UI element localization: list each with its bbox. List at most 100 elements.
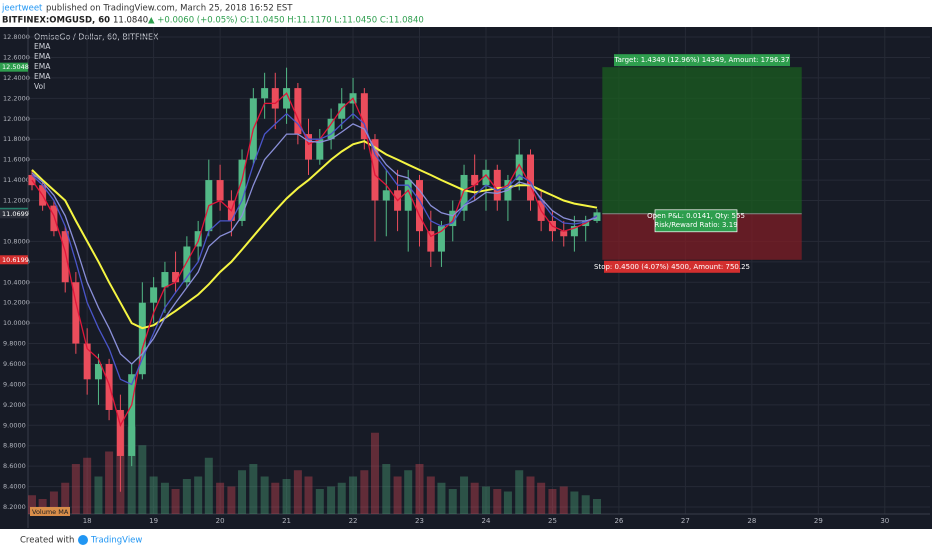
volume-bar — [216, 482, 225, 514]
volume-bar — [315, 489, 324, 514]
candle-body — [527, 154, 535, 201]
candle-body — [116, 409, 124, 456]
y-tick-label: 11.4000 — [3, 176, 30, 184]
stop-label: Stop: 0.4500 (4.07%) 4500, Amount: 750.2… — [594, 263, 750, 271]
volume-bar — [71, 464, 80, 514]
x-tick-label: 30 — [880, 517, 889, 525]
y-tick-label: 9.2000 — [3, 401, 26, 409]
volume-bar — [548, 489, 557, 514]
y-tick-label: 10.4000 — [3, 278, 30, 286]
y-tick-label: 12.8000 — [3, 33, 30, 41]
volume-bar — [260, 476, 269, 514]
volume-bar — [138, 445, 147, 514]
volume-bar — [337, 482, 346, 514]
candle-body — [460, 174, 468, 211]
volume-bar — [238, 470, 247, 514]
volume-bar — [271, 482, 280, 514]
brand-logo — [78, 535, 88, 545]
y-tick-label: 12.4000 — [3, 74, 30, 82]
volume-bar — [493, 489, 502, 514]
volume-bar — [160, 482, 169, 514]
candle-body — [305, 134, 313, 160]
candle-body — [50, 205, 58, 232]
ema-line — [31, 123, 598, 365]
legend-entry: EMA — [34, 42, 51, 51]
y-tick-label: 10.2000 — [3, 299, 30, 307]
volume-bar — [382, 464, 391, 514]
symbol: BITFINEX:OMGUSD, 60 — [2, 16, 110, 26]
x-tick-label: 21 — [282, 517, 291, 525]
y-tick-label: 9.6000 — [3, 360, 26, 368]
volume-bar — [437, 482, 446, 514]
candle-body — [283, 88, 291, 109]
x-tick-label: 27 — [681, 517, 690, 525]
candle-body — [94, 363, 102, 380]
volume-bar — [470, 482, 479, 514]
volume-bar — [83, 457, 92, 514]
y-tick-label: 11.6000 — [3, 156, 30, 164]
target-label: Target: 1.4349 (12.96%) 14349, Amount: 1… — [613, 56, 789, 64]
candle-body — [382, 190, 390, 201]
volume-bar — [27, 495, 36, 514]
volume-bar — [426, 476, 435, 514]
y-tick-label: 10.0000 — [3, 319, 30, 327]
legend-entry: Vol — [34, 82, 45, 91]
volume-bar — [415, 464, 424, 514]
candle-body — [238, 159, 246, 221]
candle-body — [493, 169, 501, 201]
volume-bar — [304, 476, 313, 514]
volume-bar — [515, 470, 524, 514]
y-tick-label: 9.4000 — [3, 380, 26, 388]
candle-body — [515, 154, 523, 181]
volume-bar — [182, 479, 191, 514]
candle-body — [471, 174, 479, 186]
volume-bar — [460, 476, 469, 514]
volume-bar — [349, 476, 358, 514]
x-tick-label: 19 — [149, 517, 158, 525]
x-tick-label: 26 — [614, 517, 623, 525]
volume-bar — [171, 489, 180, 514]
price-tag — [0, 209, 28, 219]
volume-bar — [194, 476, 203, 514]
y-tick-label: 8.6000 — [3, 462, 26, 470]
volume-bar — [393, 476, 402, 514]
volume-ma-tag — [30, 507, 70, 516]
price-tag-label: 10.6199 — [2, 256, 29, 264]
candle-body — [360, 93, 368, 140]
x-tick-label: 22 — [349, 517, 358, 525]
candle-body — [482, 169, 490, 186]
y-tick-label: 11.8000 — [3, 135, 30, 143]
volume-bar — [49, 491, 58, 514]
candle-body — [593, 212, 601, 221]
volume-bar — [61, 482, 70, 514]
ema-line — [31, 112, 598, 386]
volume-ma-label: Volume MA — [32, 508, 69, 516]
change: ▲ +0.0060 (+0.05%) — [148, 16, 238, 26]
volume-bar — [404, 470, 413, 514]
volume-bar — [559, 486, 568, 514]
candle-body — [560, 231, 568, 237]
y-tick-label: 12.6000 — [3, 53, 30, 61]
candle-body — [138, 302, 146, 375]
y-tick-label: 8.2000 — [3, 503, 26, 511]
y-tick-label: 8.8000 — [3, 442, 26, 450]
y-tick-label: 12.0000 — [3, 115, 30, 123]
candle-body — [183, 246, 191, 283]
volume-bar — [581, 495, 590, 514]
y-tick-label: 12.2000 — [3, 94, 30, 102]
price-tag-label: 12.5048 — [2, 63, 29, 71]
target-zone — [602, 67, 802, 214]
volume-bar — [38, 499, 47, 514]
rr-label: Risk/Reward Ratio: 3.19 — [654, 221, 737, 229]
volume-bar — [105, 451, 114, 514]
candle-body — [61, 231, 69, 283]
author: jeertweet — [1, 4, 43, 14]
y-tick-label: 10.8000 — [3, 237, 30, 245]
volume-bar — [293, 470, 302, 514]
volume-bar — [94, 476, 103, 514]
brand: TradingView — [90, 536, 142, 546]
volume-bar — [327, 486, 336, 514]
volume-bar — [127, 426, 136, 514]
